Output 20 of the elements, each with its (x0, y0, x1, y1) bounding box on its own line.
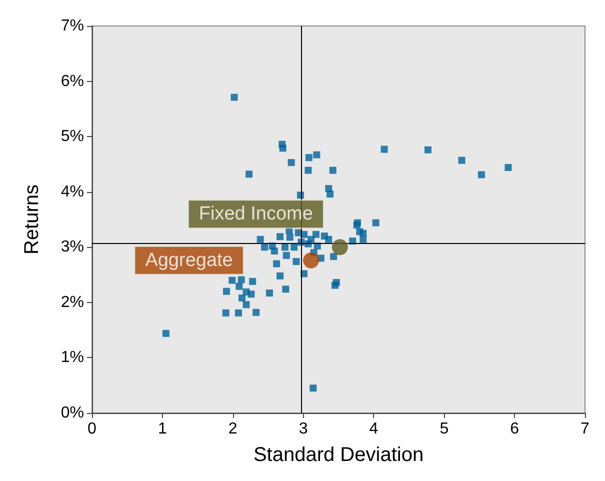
x-tick-label: 2 (228, 420, 238, 438)
x-tick-label: 1 (158, 420, 167, 438)
x-tick-label: 4 (369, 420, 378, 438)
series-label: Fixed Income (198, 204, 313, 225)
x-tick-label: 6 (510, 420, 520, 438)
y-tick-label: 0% (60, 404, 84, 422)
x-axis-title: Standard Deviation (253, 444, 424, 466)
y-tick-label: 1% (60, 349, 84, 366)
x-tick-label: 7 (580, 420, 590, 438)
x-tick-label: 0 (88, 420, 97, 438)
x-tick-label: 5 (440, 420, 449, 438)
x-tick-label: 3 (298, 420, 308, 438)
y-tick-label: 3% (60, 238, 84, 256)
y-tick-label: 6% (60, 72, 84, 90)
y-axis-title: Returns (21, 184, 43, 255)
y-tick-label: 7% (60, 18, 84, 34)
y-tick-label: 2% (60, 294, 84, 311)
y-tick-label: 4% (60, 183, 84, 200)
y-tick-label: 5% (60, 128, 84, 146)
text: Aggregate (145, 250, 233, 271)
